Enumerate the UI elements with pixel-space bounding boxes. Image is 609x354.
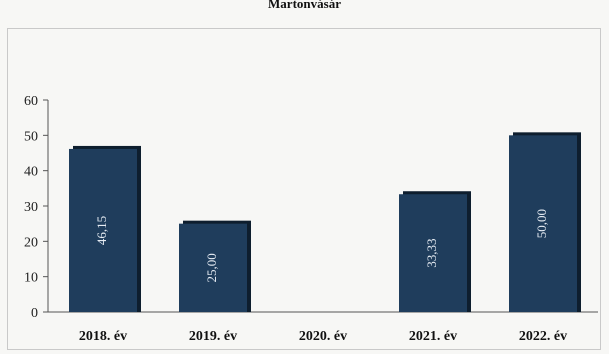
bars: 46,15 25,00 33,33 50,00 (69, 132, 581, 312)
y-ticks: 0 10 20 30 40 50 60 (24, 94, 48, 321)
y-tick-label: 10 (24, 271, 38, 286)
bar-data-label: 25,00 (204, 253, 219, 282)
bar (399, 194, 467, 312)
x-tick-labels: 2018. év 2019. év 2020. év 2021. év 2022. év (79, 329, 567, 344)
y-tick-label: 50 (24, 129, 38, 144)
x-tick-label: 2020. év (299, 329, 347, 344)
bar (509, 135, 577, 312)
y-tick-label: 20 (24, 235, 38, 250)
y-tick-label: 0 (31, 306, 38, 321)
x-tick-label: 2019. év (189, 329, 237, 344)
bar-data-label: 33,33 (424, 238, 439, 267)
x-tick-label: 2018. év (79, 329, 127, 344)
chart-frame (7, 28, 601, 350)
chart-title: Martonvásár (268, 0, 341, 11)
y-tick-label: 30 (24, 200, 38, 215)
bar (69, 148, 137, 312)
y-tick-label: 60 (24, 94, 38, 109)
y-tick-label: 40 (24, 165, 38, 180)
bar (179, 223, 247, 312)
bar-data-label: 50,00 (534, 209, 549, 238)
x-tick-label: 2022. év (519, 329, 567, 344)
bar-data-label: 46,15 (94, 216, 109, 245)
x-tick-label: 2021. év (409, 329, 457, 344)
